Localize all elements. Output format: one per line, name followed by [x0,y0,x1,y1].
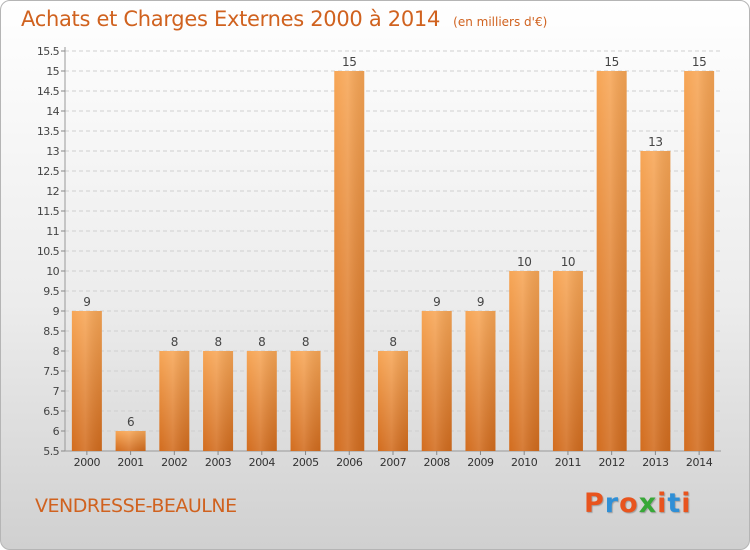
bar-value-label: 15 [604,55,618,69]
y-tick-label: 13.5 [37,125,60,138]
brand-logo-letter: t [667,488,682,519]
bar-highlight [684,71,715,451]
x-tick-label: 2002 [161,456,187,469]
bar-highlight [115,431,146,451]
x-tick-label: 2010 [511,456,538,469]
bar-value-label: 8 [214,335,221,349]
bar-value-label: 9 [433,295,440,309]
bar-value-label: 10 [517,255,531,269]
y-tick-label: 9.5 [43,285,59,298]
bar-value-label: 10 [561,255,575,269]
y-tick-label: 10.5 [37,245,60,258]
bar-highlight [552,271,583,451]
bar-highlight [421,311,452,451]
bar-value-label: 8 [258,335,265,349]
brand-logo-letter: P [584,488,605,519]
bar-highlight [378,351,408,451]
y-tick-label: 8 [53,345,60,358]
commune-name: VENDRESSE-BEAULNE [35,495,237,517]
x-tick-label: 2013 [642,456,669,469]
brand-logo-letter: x [638,488,658,519]
bar-highlight [246,351,277,451]
y-tick-label: 10 [46,265,59,278]
y-tick-label: 14 [46,105,59,118]
bar-value-label: 8 [171,335,178,349]
bar-highlight [640,151,671,451]
bar-highlight [334,71,365,451]
chart-title: Achats et Charges Externes 2000 à 2014 [21,7,441,31]
bar-highlight [596,71,627,451]
bar-value-label: 9 [83,295,90,309]
bar-highlight [159,351,190,451]
y-tick-label: 12 [46,185,59,198]
bar-value-label: 13 [648,135,662,149]
y-tick-label: 11 [46,225,59,238]
x-tick-label: 2007 [380,456,407,469]
bar-highlight [71,311,102,451]
bar-value-label: 8 [302,335,309,349]
x-tick-label: 2014 [686,456,713,469]
x-tick-label: 2005 [292,456,319,469]
y-tick-label: 9 [53,305,60,318]
y-tick-label: 8.5 [43,325,59,338]
brand-logo-letter: i [681,488,692,519]
x-tick-label: 2011 [555,456,581,469]
y-tick-label: 15.5 [37,45,60,58]
x-tick-label: 2006 [336,456,363,469]
bars [71,71,715,451]
chart-subtitle: (en milliers d'€) [453,15,548,29]
x-tick-label: 2008 [424,456,451,469]
x-tick-label: 2009 [467,456,494,469]
bar-value-label: 6 [127,415,134,429]
brand-logo-letter: o [619,488,639,519]
x-tick-label: 2000 [74,456,101,469]
bar-highlight [465,311,496,451]
y-axis-ticks: 5.5 6 6.5 7 7.5 8 8.5 9 9.5 10 10.5 11 11.5 12 12.5 13 1… [37,45,65,458]
y-tick-label: 5.5 [43,445,59,458]
y-tick-label: 13 [46,145,59,158]
bar-value-label: 8 [389,335,396,349]
y-tick-label: 7.5 [43,365,59,378]
x-tick-label: 2001 [117,456,143,469]
brand-logo-letter: r [604,488,620,519]
brand-logo: Proxiti [584,488,692,519]
y-tick-label: 6.5 [43,405,59,418]
x-tick-label: 2012 [598,456,624,469]
y-tick-label: 6 [53,425,60,438]
bar-highlight [203,351,234,451]
bar-value-label: 9 [477,295,484,309]
bar-value-label: 15 [342,55,356,69]
brand-logo-letter: i [657,488,668,519]
bar-value-label: 15 [692,55,706,69]
bar-highlight [290,351,321,451]
x-tick-label: 2004 [249,456,276,469]
y-tick-label: 15 [46,65,59,78]
bar-highlight [509,271,540,451]
y-tick-label: 7 [53,385,60,398]
y-tick-label: 12.5 [37,165,60,178]
y-tick-label: 14.5 [37,85,60,98]
y-tick-label: 11.5 [37,205,60,218]
x-axis-ticks: 2000 2001 2002 2003 2004 2005 2006 2007 2008 2009… [74,451,713,469]
title-block: Achats et Charges Externes 2000 à 2014 (… [21,7,547,31]
bar-value-labels: 9 6 8 8 8 8 15 8 9 9 10 10 15 13 15 [83,55,707,429]
x-tick-label: 2003 [205,456,232,469]
